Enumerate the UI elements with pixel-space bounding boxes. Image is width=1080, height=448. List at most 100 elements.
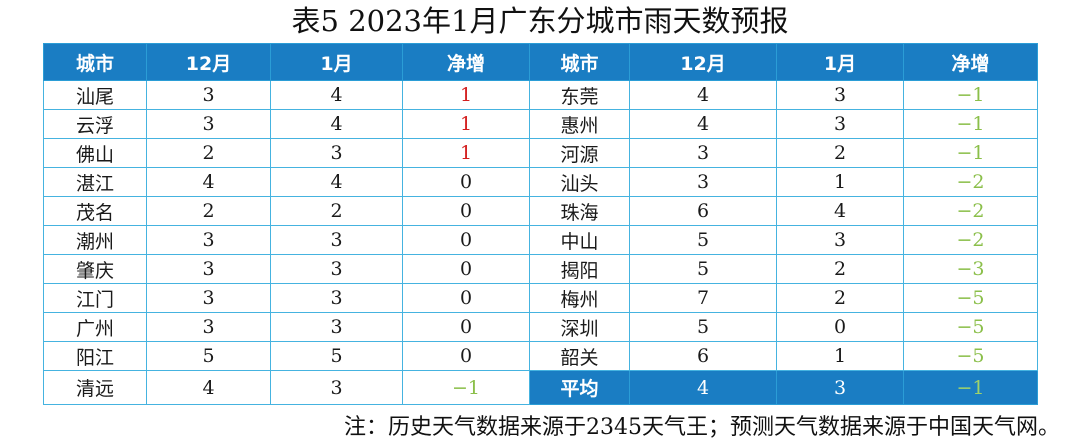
- december-cell: 2: [146, 138, 271, 168]
- table-row: 广州 3 3 0 深圳 5 0 −5: [43, 312, 1038, 342]
- january-cell: 3: [776, 225, 904, 255]
- city-cell: 佛山: [43, 138, 147, 168]
- january-cell: 3: [776, 80, 904, 110]
- table-row: 佛山 2 3 1 河源 3 2 −1: [43, 138, 1038, 168]
- table-row: 清远 4 3 −1 平均 4 3 −1: [43, 370, 1038, 405]
- average-net-change: −1: [903, 370, 1038, 405]
- net-change-cell: −5: [903, 341, 1038, 371]
- january-cell: 4: [270, 80, 403, 110]
- city-cell: 潮州: [43, 225, 147, 255]
- december-cell: 3: [146, 109, 271, 139]
- header-city: 城市: [529, 43, 630, 81]
- city-cell: 韶关: [529, 341, 630, 371]
- table-row: 阳江 5 5 0 韶关 6 1 −5: [43, 341, 1038, 371]
- average-december: 4: [629, 370, 777, 405]
- header-net-change: 净增: [402, 43, 530, 81]
- source-note: 注：历史天气数据来源于2345天气王；预测天气数据来源于中国天气网。: [344, 415, 1060, 440]
- table-title: 表5 2023年1月广东分城市雨天数预报: [291, 4, 789, 38]
- january-cell: 0: [776, 312, 904, 342]
- december-cell: 6: [629, 196, 777, 226]
- january-cell: 3: [270, 370, 403, 405]
- city-cell: 揭阳: [529, 254, 630, 284]
- december-cell: 5: [629, 225, 777, 255]
- header-row: 城市 12月 1月 净增 城市 12月 1月 净增: [43, 43, 1038, 81]
- header-city: 城市: [43, 43, 147, 81]
- january-cell: 2: [776, 138, 904, 168]
- net-change-cell: −5: [903, 312, 1038, 342]
- january-cell: 3: [270, 283, 403, 313]
- december-cell: 3: [146, 225, 271, 255]
- december-cell: 4: [146, 370, 271, 405]
- january-cell: 2: [776, 254, 904, 284]
- net-change-cell: 0: [402, 254, 530, 284]
- table-row: 潮州 3 3 0 中山 5 3 −2: [43, 225, 1038, 255]
- january-cell: 4: [270, 109, 403, 139]
- net-change-cell: −1: [903, 80, 1038, 110]
- city-cell: 汕头: [529, 167, 630, 197]
- net-change-cell: 1: [402, 80, 530, 110]
- table-row: 肇庆 3 3 0 揭阳 5 2 −3: [43, 254, 1038, 284]
- table-row: 汕尾 3 4 1 东莞 4 3 −1: [43, 80, 1038, 110]
- city-cell: 珠海: [529, 196, 630, 226]
- net-change-cell: −1: [903, 109, 1038, 139]
- city-cell: 汕尾: [43, 80, 147, 110]
- city-cell: 云浮: [43, 109, 147, 139]
- december-cell: 3: [629, 167, 777, 197]
- january-cell: 3: [270, 138, 403, 168]
- january-cell: 4: [270, 167, 403, 197]
- table-row: 云浮 3 4 1 惠州 4 3 −1: [43, 109, 1038, 139]
- december-cell: 3: [146, 283, 271, 313]
- net-change-cell: 0: [402, 167, 530, 197]
- net-change-cell: −5: [903, 283, 1038, 313]
- december-cell: 6: [629, 341, 777, 371]
- december-cell: 5: [629, 312, 777, 342]
- table-row: 江门 3 3 0 梅州 7 2 −5: [43, 283, 1038, 313]
- january-cell: 3: [776, 109, 904, 139]
- net-change-cell: −1: [402, 370, 530, 405]
- city-cell: 清远: [43, 370, 147, 405]
- header-december: 12月: [146, 43, 271, 81]
- city-cell: 河源: [529, 138, 630, 168]
- january-cell: 3: [270, 225, 403, 255]
- average-label: 平均: [529, 370, 630, 405]
- december-cell: 5: [146, 341, 271, 371]
- net-change-cell: 0: [402, 196, 530, 226]
- city-cell: 湛江: [43, 167, 147, 197]
- january-cell: 4: [776, 196, 904, 226]
- city-cell: 中山: [529, 225, 630, 255]
- january-cell: 1: [776, 341, 904, 371]
- december-cell: 4: [629, 80, 777, 110]
- city-cell: 阳江: [43, 341, 147, 371]
- header-january: 1月: [270, 43, 403, 81]
- net-change-cell: −2: [903, 196, 1038, 226]
- january-cell: 3: [270, 254, 403, 284]
- city-cell: 广州: [43, 312, 147, 342]
- january-cell: 5: [270, 341, 403, 371]
- net-change-cell: −2: [903, 167, 1038, 197]
- table-row: 湛江 4 4 0 汕头 3 1 −2: [43, 167, 1038, 197]
- december-cell: 3: [146, 80, 271, 110]
- city-cell: 茂名: [43, 196, 147, 226]
- net-change-cell: 1: [402, 109, 530, 139]
- net-change-cell: 0: [402, 341, 530, 371]
- city-cell: 惠州: [529, 109, 630, 139]
- december-cell: 5: [629, 254, 777, 284]
- header-december: 12月: [629, 43, 777, 81]
- net-change-cell: 0: [402, 283, 530, 313]
- december-cell: 3: [146, 312, 271, 342]
- table-row: 茂名 2 2 0 珠海 6 4 −2: [43, 196, 1038, 226]
- december-cell: 3: [146, 254, 271, 284]
- city-cell: 江门: [43, 283, 147, 313]
- city-cell: 东莞: [529, 80, 630, 110]
- december-cell: 2: [146, 196, 271, 226]
- january-cell: 2: [270, 196, 403, 226]
- header-january: 1月: [776, 43, 904, 81]
- december-cell: 7: [629, 283, 777, 313]
- average-january: 3: [776, 370, 904, 405]
- december-cell: 3: [629, 138, 777, 168]
- january-cell: 2: [776, 283, 904, 313]
- net-change-cell: −3: [903, 254, 1038, 284]
- city-cell: 肇庆: [43, 254, 147, 284]
- december-cell: 4: [146, 167, 271, 197]
- city-cell: 深圳: [529, 312, 630, 342]
